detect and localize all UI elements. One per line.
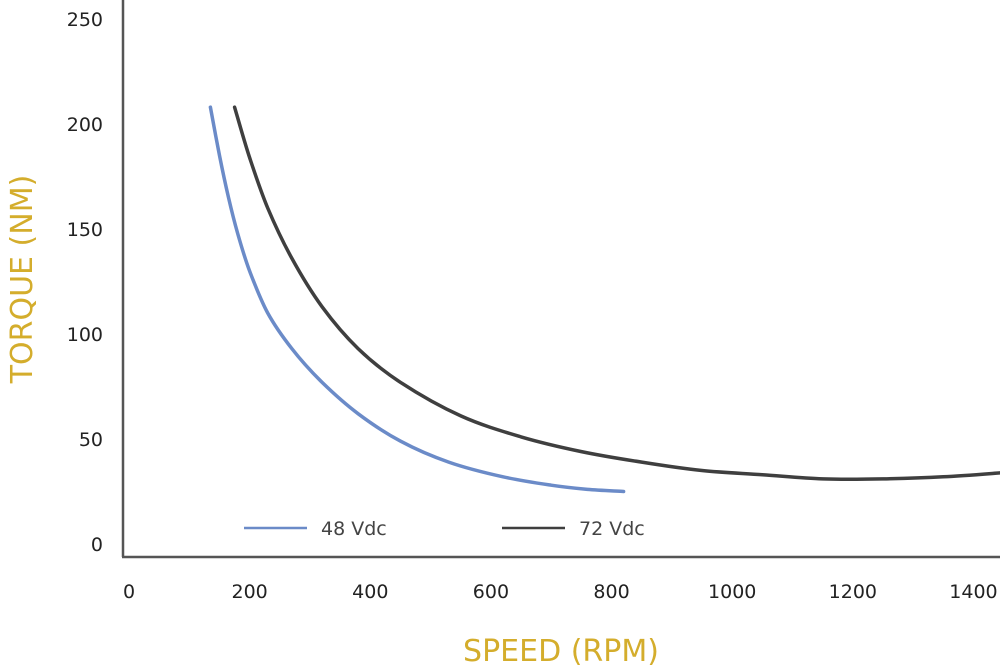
axes [121, 0, 1000, 559]
legend: 48 Vdc 72 Vdc [244, 518, 645, 540]
x-tick-label: 800 [593, 581, 629, 603]
legend-label: 48 Vdc [321, 518, 387, 540]
y-axis-title: TORQUE (NM) [5, 175, 40, 385]
x-tick-label: 1200 [829, 581, 877, 603]
x-tick-labels: 0 200 400 600 800 1000 1200 1400 [123, 581, 998, 603]
x-tick-label: 1000 [708, 581, 756, 603]
series-line-72-vdc [232, 105, 1000, 482]
y-tick-label: 100 [67, 324, 103, 346]
x-tick-label: 600 [473, 581, 509, 603]
y-tick-labels: 0 50 100 150 200 250 [67, 9, 103, 556]
x-tick-label: 200 [232, 581, 268, 603]
y-tick-label: 50 [79, 429, 103, 451]
y-tick-label: 150 [67, 219, 103, 241]
y-tick-label: 0 [91, 534, 103, 556]
series-line-48-vdc [208, 105, 626, 494]
y-tick-label: 200 [67, 114, 103, 136]
x-tick-label: 1400 [949, 581, 997, 603]
series-lines [208, 105, 1000, 494]
y-tick-label: 250 [67, 9, 103, 31]
x-tick-label: 400 [352, 581, 388, 603]
x-tick-label: 0 [123, 581, 135, 603]
legend-label: 72 Vdc [579, 518, 645, 540]
x-axis-title: SPEED (RPM) [463, 634, 659, 669]
